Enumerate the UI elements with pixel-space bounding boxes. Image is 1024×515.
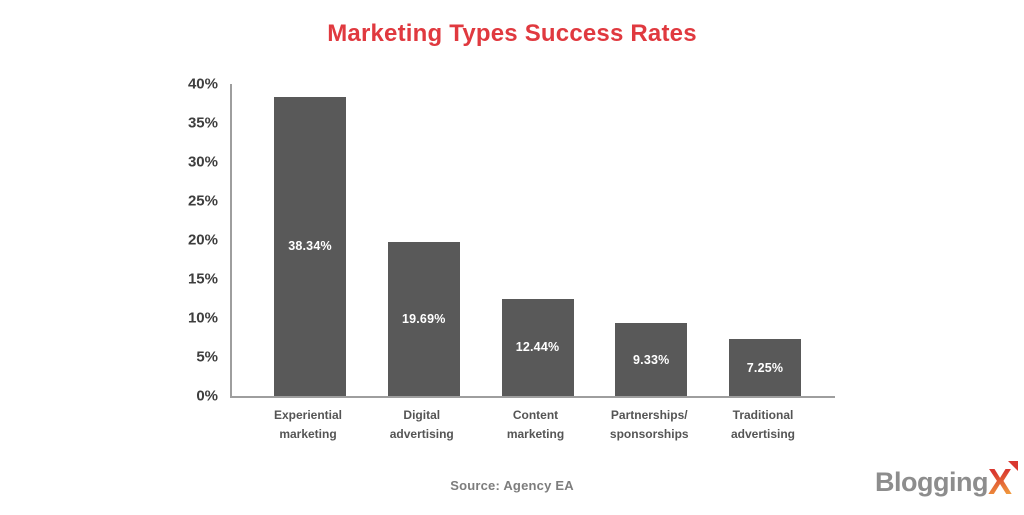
x-category-label: Content marketing [506, 408, 565, 441]
y-tick-label: 10% [187, 309, 218, 327]
chart-bar: 7.25% [729, 339, 801, 396]
bar-value-label: 38.34% [288, 239, 332, 254]
x-category-label: Experiential marketing [273, 408, 343, 441]
bar-value-label: 7.25% [746, 360, 784, 375]
y-tick-label: 15% [187, 270, 218, 288]
x-axis-labels: Experiential marketing Digital advertisin… [230, 406, 833, 454]
logo-x-arrow-icon: X [987, 461, 1019, 502]
y-tick-label: 0% [196, 387, 218, 405]
y-tick-label: 40% [187, 75, 218, 93]
x-category-label: Partnerships/ sponsorships [609, 408, 689, 441]
chart-bar: 38.34% [274, 96, 346, 396]
chart-bar: 9.33% [615, 323, 688, 396]
x-category-label: Traditional advertising [730, 408, 796, 441]
plot-area: 40% 35% 30% 25% 20% 15% 10% 5% 0% 38.34% 19.69% 12.… [188, 77, 835, 404]
bar-value-label: 19.69% [401, 312, 446, 327]
source-caption: Source: Agency EA [450, 478, 574, 493]
y-tick-label: 20% [187, 231, 218, 249]
y-tick-label: 25% [187, 192, 218, 210]
logo-text: Blogging [875, 466, 988, 497]
chart-bar: 19.69% [387, 242, 460, 396]
y-tick-label: 30% [187, 153, 218, 171]
chart-title: Marketing Types Success Rates [327, 20, 697, 47]
bloggingx-logo: Blogging X [875, 461, 1019, 502]
bar-value-label: 12.44% [515, 340, 560, 355]
x-category-label: Digital advertising [389, 408, 454, 441]
bar-value-label: 9.33% [633, 352, 670, 367]
chart-bar: 12.44% [501, 298, 574, 396]
y-tick-label: 5% [196, 348, 218, 366]
y-tick-label: 35% [187, 114, 218, 132]
